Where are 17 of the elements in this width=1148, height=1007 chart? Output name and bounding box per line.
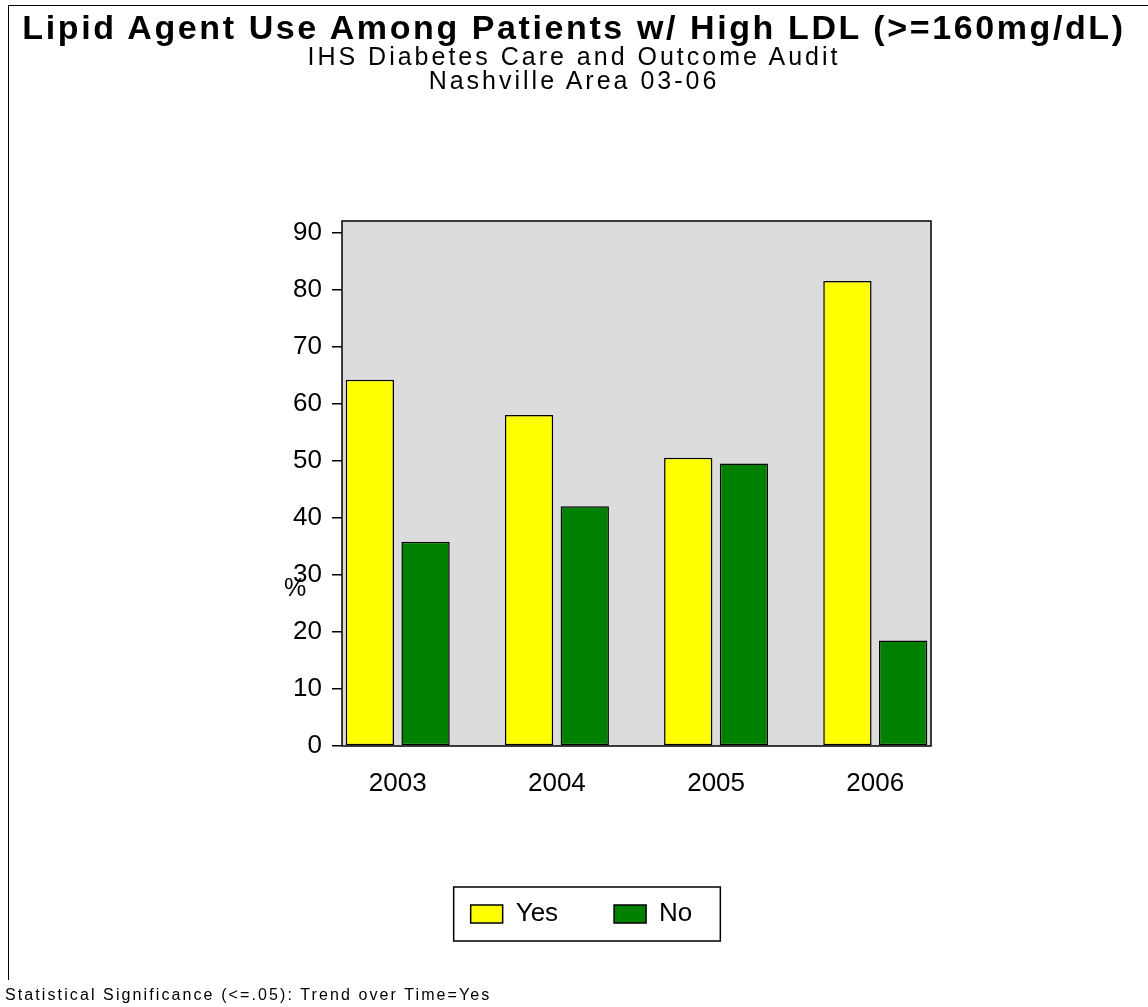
x-tick-label: 2006 [846, 766, 905, 797]
y-tick-label: 10 [293, 672, 322, 703]
y-tick-label: 70 [293, 329, 322, 360]
y-tick-label: 60 [293, 386, 322, 417]
x-tick-label: 2004 [527, 766, 586, 797]
y-tick-label: 0 [307, 729, 322, 760]
legend-label: No [659, 897, 693, 928]
x-tick-label: 2005 [687, 766, 746, 797]
legend-label: Yes [515, 897, 559, 928]
y-tick-label: 50 [293, 443, 322, 474]
chart-title: Lipid Agent Use Among Patients w/ High LDL (>=160mg/dL) [21, 8, 1127, 46]
x-tick-label: 2003 [368, 766, 427, 797]
y-tick-label: 80 [293, 272, 322, 303]
y-tick-label: 40 [293, 500, 322, 531]
text: Statistical Significance (<=.05): Trend over Time=Yes [5, 985, 492, 1004]
y-tick-label: 90 [293, 215, 322, 246]
y-tick-label: 20 [293, 615, 322, 646]
